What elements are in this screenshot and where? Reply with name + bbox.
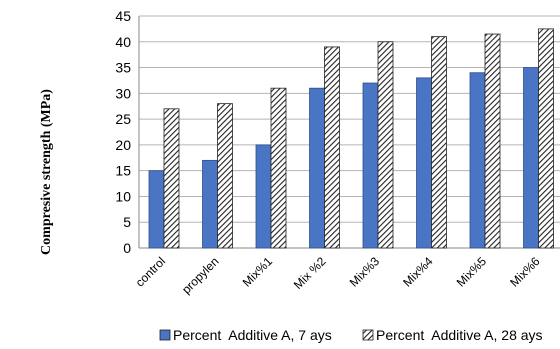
legend-swatch [159,329,171,341]
x-tick-label: propylen [179,254,221,296]
y-tick-label: 40 [115,34,131,50]
y-tick-label: 15 [115,163,131,179]
bar-28-day [324,46,340,249]
bar-7-day [255,144,272,249]
y-tick-label: 20 [115,137,131,153]
x-tick-label: control [133,254,168,289]
bar-7-day [416,77,432,249]
bar-7-day [202,159,218,249]
x-tick-label: Mix %2 [291,254,329,292]
y-tick-label: 45 [115,8,131,24]
y-tick-label: 30 [115,85,131,101]
y-tick-label: 0 [123,240,131,256]
y-tick-label: 10 [115,188,131,204]
legend-label: Percent Additive A, 28 ays [376,327,543,343]
x-tick-label: Mix%1 [240,254,276,290]
bars [148,28,554,249]
y-tick-labels: 0 5 10 15 20 25 30 35 40 45 [115,8,131,256]
y-tick-label: 25 [115,111,131,127]
y-axis-label: Compresive strength (MPa) [39,89,54,255]
x-tick-label: Mix%5 [454,254,490,290]
bar-28-day [431,36,447,249]
bar-28-day [270,87,287,249]
y-tick-label: 35 [115,60,131,76]
bar-7-day [469,72,486,249]
x-tick-label: Mix%6 [507,254,543,290]
bar-28-day [538,28,554,249]
bar-7-day [362,82,379,249]
bar-28-day [217,103,233,249]
bar-7-day [309,87,325,249]
bar-7-day [523,67,539,249]
legend-label: Percent Additive A, 7 ays [173,327,332,343]
x-tick-labels: control propylen Mix%1 Mix %2 Mix%3 Mix%4 Mix%… [133,254,543,297]
bar-28-day [163,108,180,249]
legend: Percent Additive A, 7 ays Percent Additiv… [159,327,543,343]
bar-28-day [484,33,501,249]
y-tick-label: 5 [123,214,131,230]
x-tick-label: Mix%3 [347,254,383,290]
x-tick-label: Mix%4 [400,254,436,290]
legend-swatch [362,329,374,341]
bar-28-day [377,41,394,249]
bar-7-day [148,170,165,249]
